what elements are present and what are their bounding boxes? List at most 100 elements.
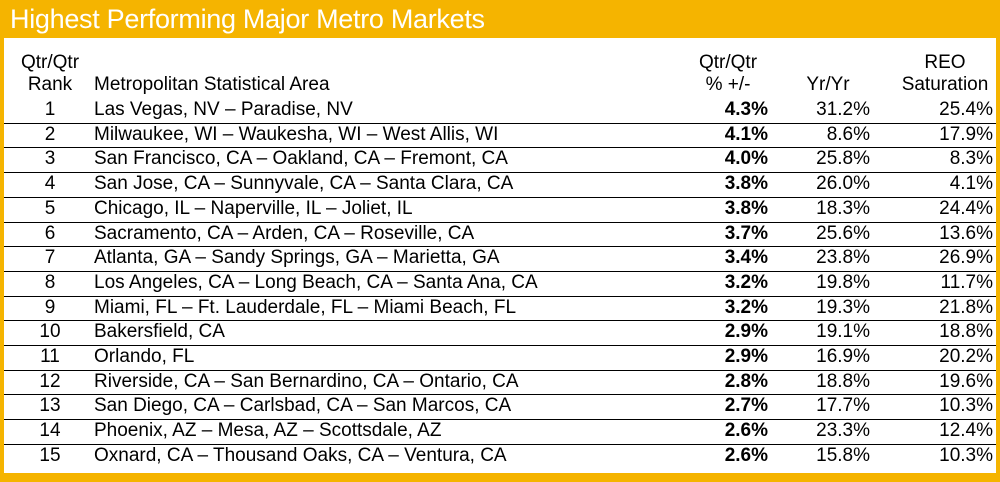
table-cell: 3.2% xyxy=(724,296,768,318)
table-cell: 4.3% xyxy=(724,99,768,120)
row-divider xyxy=(4,196,996,198)
table-cell: Las Vegas, NV – Paradise, NV xyxy=(94,99,353,120)
table-cell: 2.9% xyxy=(724,321,768,343)
table-cell: 2.6% xyxy=(724,420,768,442)
table-cell: 17.9% xyxy=(939,123,993,145)
table-cell: San Jose, CA – Sunnyvale, CA – Santa Cla… xyxy=(94,173,514,195)
column-header: Qtr/Qtr xyxy=(698,52,758,73)
column-header: Qtr/Qtr xyxy=(20,52,80,73)
row-divider xyxy=(4,122,996,124)
table-cell: 23.8% xyxy=(816,247,870,269)
table-cell: 15.8% xyxy=(816,444,870,466)
table-cell: 2.8% xyxy=(724,370,768,392)
table-cell: 2 xyxy=(44,123,56,145)
table-cell: 13 xyxy=(39,395,61,417)
column-header: Rank xyxy=(27,74,73,95)
column-header: Saturation xyxy=(901,74,989,95)
table-cell: San Francisco, CA – Oakland, CA – Fremon… xyxy=(94,148,508,170)
table-cell: 2.6% xyxy=(724,444,768,466)
table-cell: 7 xyxy=(44,247,56,269)
table-cell: 21.8% xyxy=(939,296,993,318)
column-header: Metropolitan Statistical Area xyxy=(94,74,330,95)
table-cell: Atlanta, GA – Sandy Springs, GA – Mariet… xyxy=(94,247,500,269)
table-cell: 15 xyxy=(39,444,61,466)
table-cell: Bakersfield, CA xyxy=(94,321,225,343)
row-divider xyxy=(4,320,996,322)
table-cell: Los Angeles, CA – Long Beach, CA – Santa… xyxy=(94,271,538,293)
table-cell: 3 xyxy=(44,148,56,170)
table-cell: 10.3% xyxy=(939,444,993,466)
column-header: REO xyxy=(924,52,966,73)
table-cell: 19.1% xyxy=(816,321,870,343)
table-cell: 1 xyxy=(44,99,56,120)
row-divider xyxy=(4,419,996,421)
table-cell: 16.9% xyxy=(816,346,870,367)
table-cell: 20.2% xyxy=(939,346,993,367)
table-cell: 25.8% xyxy=(816,148,870,170)
table-cell: Miami, FL – Ft. Lauderdale, FL – Miami B… xyxy=(94,296,517,318)
table-cell: 2.9% xyxy=(724,346,768,367)
table-cell: 19.6% xyxy=(939,370,993,392)
table-cell: 11 xyxy=(40,346,60,367)
table-cell: 13.6% xyxy=(939,222,993,244)
table-cell: 26.0% xyxy=(816,173,870,195)
table-cell: Phoenix, AZ – Mesa, AZ – Scottsdale, AZ xyxy=(94,420,442,442)
table-cell: 4 xyxy=(44,173,56,195)
table-cell: 23.3% xyxy=(816,420,870,442)
table-cell: 25.4% xyxy=(939,99,993,120)
row-divider xyxy=(4,172,996,174)
bottom-bar xyxy=(0,473,1000,482)
row-divider xyxy=(4,221,996,223)
table-cell: Orlando, FL xyxy=(94,346,195,367)
table-cell: 26.9% xyxy=(939,247,993,269)
row-divider xyxy=(4,345,996,346)
row-divider xyxy=(4,295,996,297)
row-divider xyxy=(4,246,996,248)
row-divider xyxy=(4,394,996,396)
table-cell: 6 xyxy=(44,222,56,244)
table-cell: 14 xyxy=(39,420,61,442)
table-cell: 17.7% xyxy=(816,395,870,417)
table-cell: Chicago, IL – Naperville, IL – Joliet, I… xyxy=(94,197,413,219)
table-cell: 18.8% xyxy=(816,370,870,392)
table-cell: 5 xyxy=(44,197,56,219)
column-header: % +/- xyxy=(705,74,751,95)
table-cell: 19.8% xyxy=(816,271,870,293)
table-cell: Oxnard, CA – Thousand Oaks, CA – Ventura… xyxy=(94,444,507,466)
table-cell: 12 xyxy=(39,370,61,392)
table-cell: 18.3% xyxy=(816,197,870,219)
title: Highest Performing Major Metro Markets xyxy=(10,4,485,34)
table-cell: 18.8% xyxy=(939,321,993,343)
table-cell: 3.8% xyxy=(724,173,768,195)
table-cell: 8.6% xyxy=(826,123,870,145)
table-cell: 11.7% xyxy=(940,271,993,293)
table-cell: 3.4% xyxy=(724,247,768,269)
table-cell: 3.8% xyxy=(724,197,768,219)
column-header: Yr/Yr xyxy=(806,74,850,95)
title-bar: Highest Performing Major Metro Markets xyxy=(0,0,1000,38)
table-cell: 24.4% xyxy=(939,197,993,219)
table-cell: 3.7% xyxy=(724,222,768,244)
table-cell: 12.4% xyxy=(939,420,993,442)
table-cell: 10.3% xyxy=(939,395,993,417)
table-cell: 4.1% xyxy=(949,173,993,195)
row-divider xyxy=(4,443,996,445)
table-cell: 4.0% xyxy=(724,148,768,170)
row-divider xyxy=(4,369,996,371)
table-cell: 8 xyxy=(44,271,56,293)
table-cell: 10 xyxy=(39,321,61,343)
table-cell: 31.2% xyxy=(816,99,870,120)
table-cell: 8.3% xyxy=(949,148,993,170)
row-divider xyxy=(4,147,996,149)
table-cell: 2.7% xyxy=(724,395,768,417)
row-divider xyxy=(4,270,996,272)
table-cell: Milwaukee, WI – Waukesha, WI – West Alli… xyxy=(94,123,499,145)
table-cell: 19.3% xyxy=(816,296,870,318)
table-cell: 4.1% xyxy=(724,123,768,145)
table-cell: 9 xyxy=(44,296,56,318)
table-cell: 25.6% xyxy=(816,222,870,244)
table-cell: San Diego, CA – Carlsbad, CA – San Marco… xyxy=(94,395,512,417)
table-cell: Riverside, CA – San Bernardino, CA – Ont… xyxy=(94,370,519,392)
table-cell: 3.2% xyxy=(724,271,768,293)
